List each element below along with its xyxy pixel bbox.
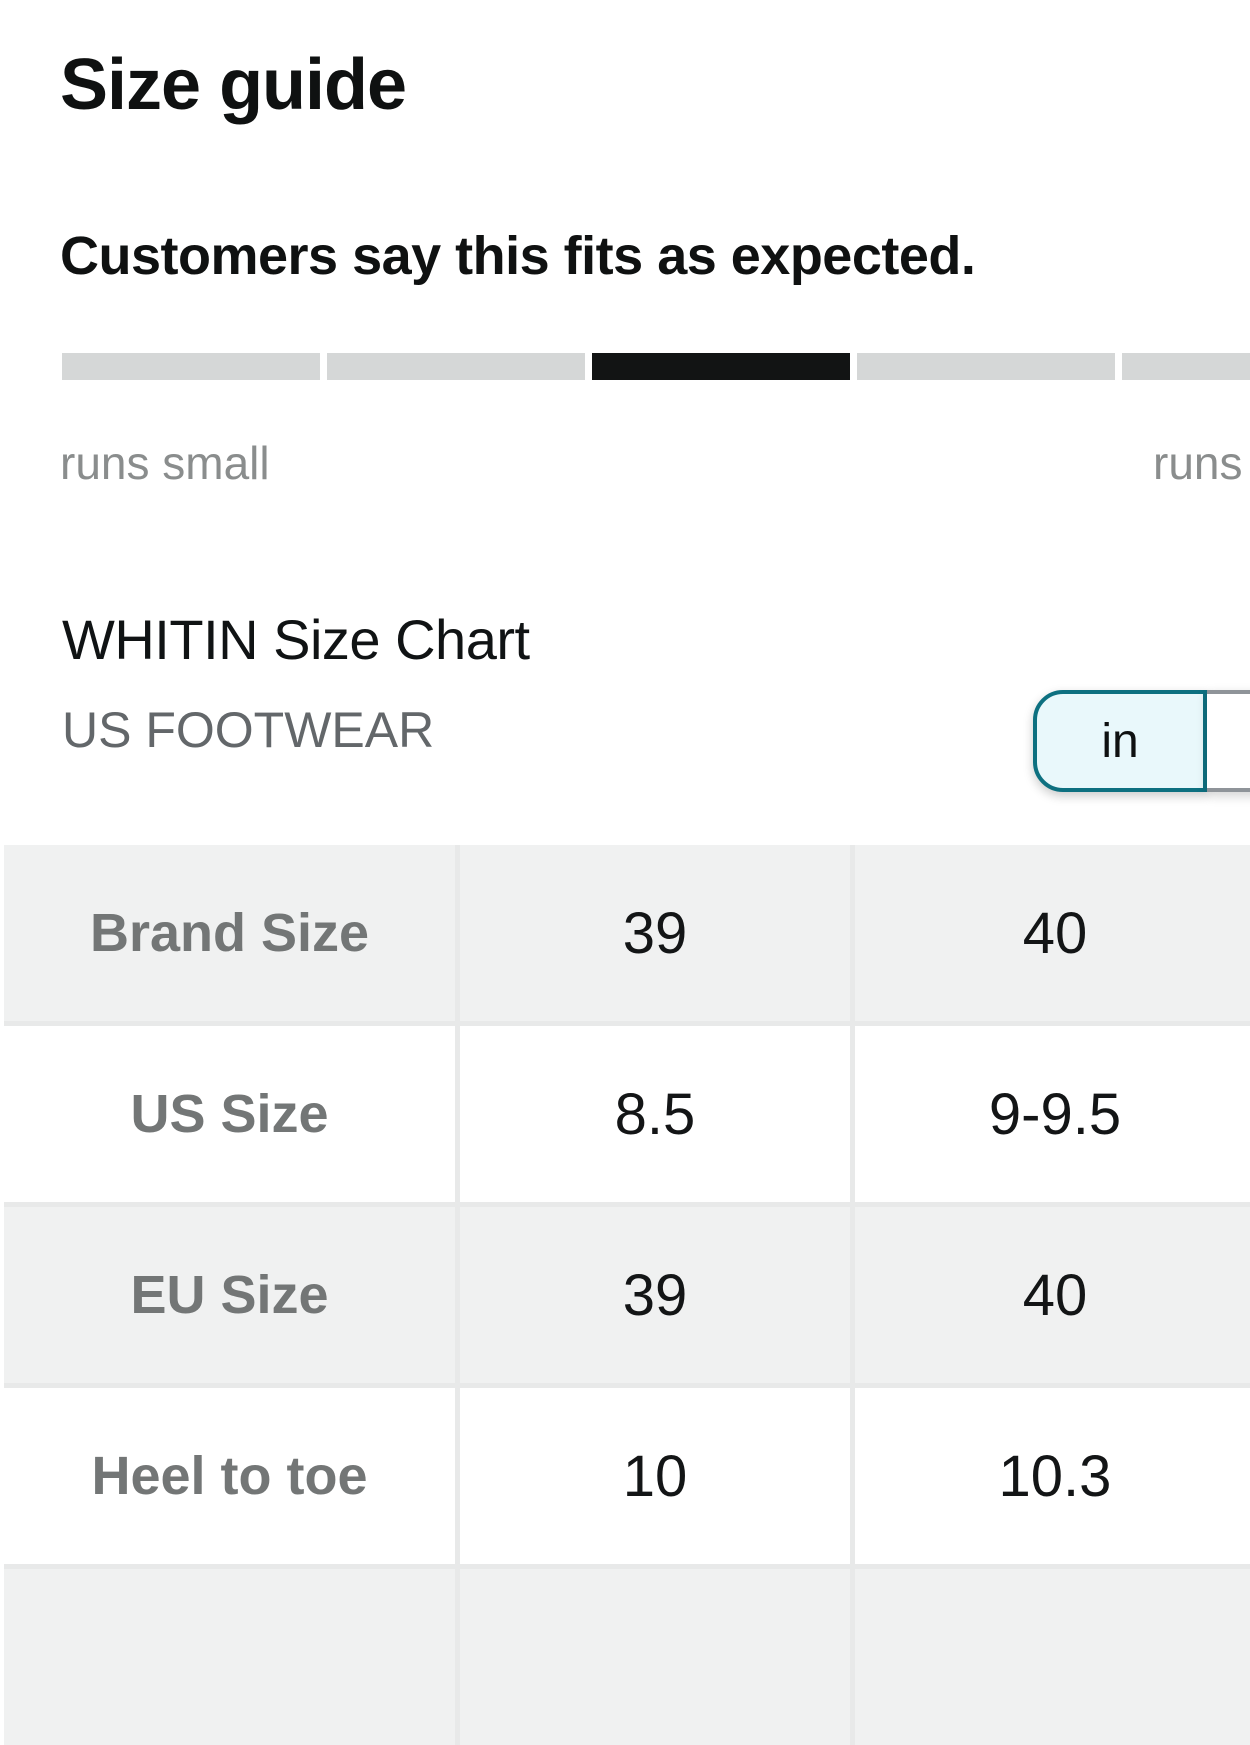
table-cell: 39	[460, 1207, 850, 1383]
size-chart-title: WHITIN Size Chart	[62, 608, 530, 671]
table-cell	[460, 1569, 850, 1745]
unit-toggle-cm-button[interactable]	[1207, 690, 1250, 792]
table-cell: 10.3	[855, 1388, 1250, 1564]
row-label-brand-size: Brand Size	[4, 845, 455, 1021]
fit-scale-segment	[62, 353, 320, 380]
table-cell: 10	[460, 1388, 850, 1564]
table-cell: 40	[855, 1207, 1250, 1383]
row-label-eu-size: EU Size	[4, 1207, 455, 1383]
table-cell: 9-9.5	[855, 1026, 1250, 1202]
unit-toggle: in	[1033, 690, 1250, 792]
table-cell: 39	[460, 845, 850, 1021]
table-cell: 8.5	[460, 1026, 850, 1202]
unit-toggle-in-button[interactable]: in	[1033, 690, 1207, 792]
table-cell	[855, 1569, 1250, 1745]
fit-scale-segment-active	[592, 353, 850, 380]
table-row-partial	[4, 1569, 455, 1745]
fit-scale-segment	[857, 353, 1115, 380]
row-label-heel-to-toe: Heel to toe	[4, 1388, 455, 1564]
fit-summary-heading: Customers say this fits as expected.	[60, 226, 976, 286]
fit-scale-segment	[1122, 353, 1250, 380]
size-chart-subtitle: US FOOTWEAR	[62, 702, 435, 758]
table-cell: 40	[855, 845, 1250, 1021]
runs-small-label: runs small	[60, 437, 270, 489]
page-title: Size guide	[60, 45, 407, 125]
runs-large-label: runs	[1153, 437, 1243, 489]
row-label-us-size: US Size	[4, 1026, 455, 1202]
size-chart-table: Brand Size 39 40 US Size 8.5 9-9.5 EU Si…	[4, 845, 1250, 1745]
fit-scale-bar	[62, 353, 1250, 380]
fit-scale-segment	[327, 353, 585, 380]
